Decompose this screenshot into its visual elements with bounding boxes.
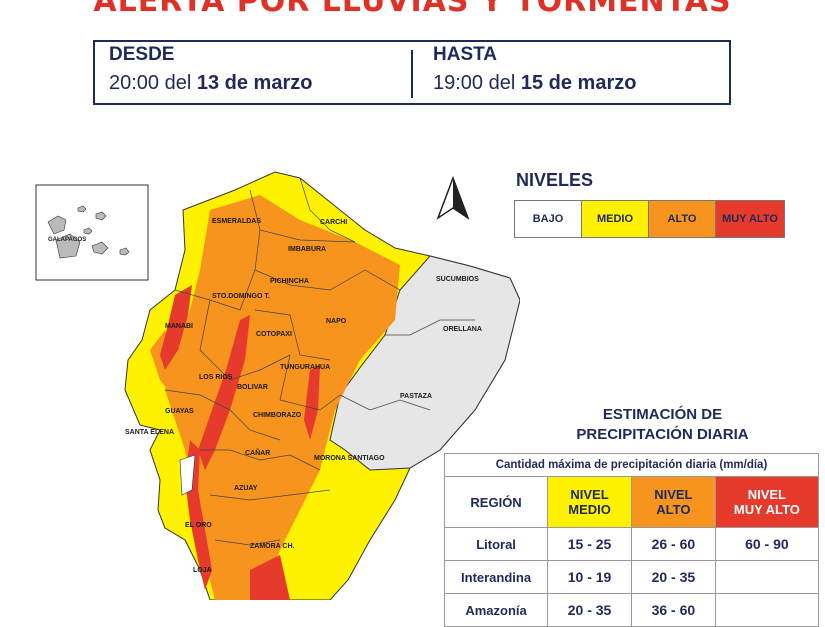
legend-medio: MEDIO — [582, 201, 649, 237]
from-time: 20:00 del — [109, 72, 197, 94]
precipitation-table: Cantidad máxima de precipitación diaria … — [443, 453, 820, 627]
row-region: Interandina — [443, 560, 549, 594]
galapagos-label: GALAPAGOS — [48, 237, 86, 243]
to-block: HASTA 19:00 del 15 de marzo — [433, 44, 636, 95]
legend-bajo: BAJO — [515, 201, 582, 237]
row-muy-alto — [714, 560, 820, 594]
header-medio-line2: MEDIO — [568, 502, 611, 517]
date-range-box: DESDE 20:00 del 13 de marzo HASTA 19:00 … — [93, 40, 731, 105]
province-label: CAÑAR — [245, 448, 270, 457]
province-label: LOS RIOS — [199, 374, 233, 381]
row-medio: 15 - 25 — [547, 527, 632, 561]
province-labels: ESMERALDAS CARCHI IMBABURA SUCUMBIOS PIC… — [125, 218, 482, 574]
province-label: ESMERALDAS — [212, 218, 261, 225]
province-label: SANTA ELENA — [125, 429, 174, 436]
page-title: ALERTA POR LLUVIAS Y TORMENTAS — [93, 0, 732, 19]
header-medio-line1: NIVEL — [570, 487, 609, 502]
muy-alto-zone-4 — [250, 555, 290, 600]
header-medio: NIVEL MEDIO — [547, 476, 632, 528]
row-alto: 36 - 60 — [630, 593, 716, 627]
table-row: Amazonía 20 - 35 36 - 60 — [443, 593, 820, 627]
header-muy-alto: NIVEL MUY ALTO — [714, 476, 820, 528]
to-time: 19:00 del — [433, 72, 521, 94]
table-row: Interandina 10 - 19 20 - 35 — [443, 560, 820, 594]
header-alto-line2: ALTO — [656, 502, 691, 517]
province-label: PICHINCHA — [270, 278, 309, 285]
province-label: MORONA SANTIAGO — [314, 455, 385, 462]
header-muy-alto-line2: MUY ALTO — [733, 502, 800, 517]
to-value: 19:00 del 15 de marzo — [433, 72, 636, 95]
estimation-title-line1: ESTIMACIÓN DE — [602, 406, 723, 423]
from-date: 13 de marzo — [196, 72, 313, 94]
row-region: Amazonía — [443, 593, 549, 627]
from-block: DESDE 20:00 del 13 de marzo — [109, 44, 312, 95]
row-muy-alto: 60 - 90 — [714, 527, 820, 561]
province-label: PASTAZA — [400, 393, 432, 400]
table-caption: Cantidad máxima de precipitación diaria … — [444, 453, 819, 477]
province-label: ZAMORA CH. — [250, 543, 295, 550]
province-label: NAPO — [326, 318, 347, 325]
province-label: SUCUMBIOS — [436, 276, 479, 283]
province-label: AZUAY — [234, 485, 258, 492]
row-muy-alto — [714, 593, 820, 627]
muy-alto-zone-2 — [160, 285, 192, 370]
province-label: ORELLANA — [443, 326, 482, 333]
province-label: BOLIVAR — [237, 384, 268, 391]
alto-zone-north — [165, 195, 400, 600]
header-alto-line1: NIVEL — [654, 487, 693, 502]
province-label: LOJA — [193, 567, 212, 574]
estimation-title: ESTIMACIÓN DE PRECIPITACIÓN DIARIA — [540, 405, 785, 445]
province-label: COTOPAXI — [256, 331, 292, 338]
province-borders — [164, 177, 475, 546]
row-alto: 20 - 35 — [630, 560, 716, 594]
gulf-water — [179, 454, 196, 496]
row-medio: 10 - 19 — [547, 560, 632, 594]
legend-alto: ALTO — [649, 201, 716, 237]
legend-muy-alto: MUY ALTO — [716, 201, 784, 237]
province-label: TUNGURAHUA — [280, 364, 330, 371]
ecuador-alert-map: GALAPAGOS ESMERALDAS CARCHI IMBABU — [35, 171, 520, 600]
north-arrow-icon — [436, 175, 470, 220]
to-date: 15 de marzo — [520, 72, 637, 94]
legend: BAJO MEDIO ALTO MUY ALTO — [514, 200, 785, 238]
province-label: GUAYAS — [165, 408, 194, 415]
date-separator — [411, 50, 413, 98]
header-region: REGIÓN — [443, 476, 549, 528]
row-alto: 26 - 60 — [630, 527, 716, 561]
row-medio: 20 - 35 — [547, 593, 632, 627]
galapagos-inset: GALAPAGOS — [35, 184, 149, 281]
from-label: DESDE — [109, 44, 175, 65]
from-value: 20:00 del 13 de marzo — [109, 72, 312, 95]
muy-alto-zone-5 — [304, 365, 320, 440]
header-alto: NIVEL ALTO — [630, 476, 716, 528]
to-label: HASTA — [433, 44, 498, 65]
province-label: STO.DOMINGO T. — [212, 293, 270, 300]
estimation-title-line2: PRECIPITACIÓN DIARIA — [576, 426, 749, 443]
table-row: Litoral 15 - 25 26 - 60 60 - 90 — [443, 527, 820, 561]
province-label: CHIMBORAZO — [253, 412, 302, 419]
province-label: EL ORO — [185, 522, 212, 529]
province-label: IMBABURA — [288, 246, 326, 253]
row-region: Litoral — [443, 527, 549, 561]
province-label: MANABI — [165, 323, 193, 330]
province-label: CARCHI — [320, 219, 347, 226]
legend-title: NIVELES — [516, 170, 594, 190]
header-muy-alto-line1: NIVEL — [747, 487, 787, 502]
muy-alto-zone-1 — [198, 315, 250, 470]
